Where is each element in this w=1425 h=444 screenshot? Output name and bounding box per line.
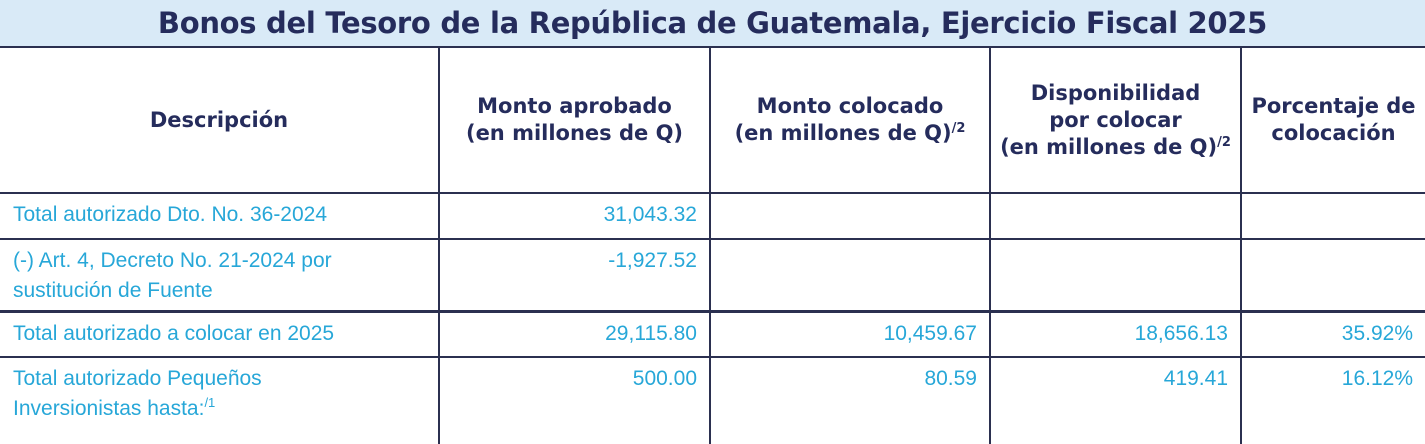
cell-monto-aprobado: 500.00 (438, 356, 711, 444)
header-monto-colocado: Monto colocado (en millones de Q)/2 (709, 46, 991, 194)
bonds-table: Descripción Monto aprobado (en millones d… (0, 46, 1425, 444)
row-description: Total autorizado Pequeños Inversionistas … (0, 356, 440, 444)
cell-porcentaje: 16.12% (1240, 356, 1425, 444)
cell-disponibilidad: 18,656.13 (989, 310, 1242, 358)
header-disponibilidad: Disponibilidad por colocar (en millones de… (989, 46, 1242, 194)
table-row: Total autorizado a colocar en 2025 29,11… (0, 310, 1425, 358)
table-row: Total autorizado Dto. No. 36-2024 31,043… (0, 192, 1425, 240)
cell-porcentaje (1240, 238, 1425, 313)
cell-monto-aprobado: -1,927.52 (438, 238, 711, 313)
cell-porcentaje (1240, 192, 1425, 240)
table-row: (-) Art. 4, Decreto No. 21-2024 por susti… (0, 238, 1425, 313)
cell-monto-aprobado: 31,043.32 (438, 192, 711, 240)
footnote-2-marker: /2 (1217, 134, 1231, 150)
cell-porcentaje: 35.92% (1240, 310, 1425, 358)
row-description: Total autorizado a colocar en 2025 (0, 310, 440, 358)
header-monto-aprobado: Monto aprobado (en millones de Q) (438, 46, 711, 194)
cell-monto-colocado: 10,459.67 (709, 310, 991, 358)
title-bar: Bonos del Tesoro de la República de Guat… (0, 0, 1425, 46)
footnote-1-marker: /1 (204, 395, 216, 410)
page-title: Bonos del Tesoro de la República de Guat… (157, 6, 1268, 40)
cell-monto-aprobado: 29,115.80 (438, 310, 711, 358)
row-description: Total autorizado Dto. No. 36-2024 (0, 192, 440, 240)
table-row: Total autorizado Pequeños Inversionistas … (0, 356, 1425, 444)
cell-disponibilidad: 419.41 (989, 356, 1242, 444)
cell-disponibilidad (989, 192, 1242, 240)
header-row: Descripción Monto aprobado (en millones d… (0, 46, 1425, 194)
cell-monto-colocado: 80.59 (709, 356, 991, 444)
cell-monto-colocado (709, 238, 991, 313)
row-description: (-) Art. 4, Decreto No. 21-2024 por susti… (0, 238, 440, 313)
footnote-2-marker: /2 (951, 121, 966, 136)
cell-disponibilidad (989, 238, 1242, 313)
cell-monto-colocado (709, 192, 991, 240)
header-porcentaje: Porcentaje de colocación (1240, 46, 1425, 194)
header-descripcion: Descripción (0, 46, 440, 194)
